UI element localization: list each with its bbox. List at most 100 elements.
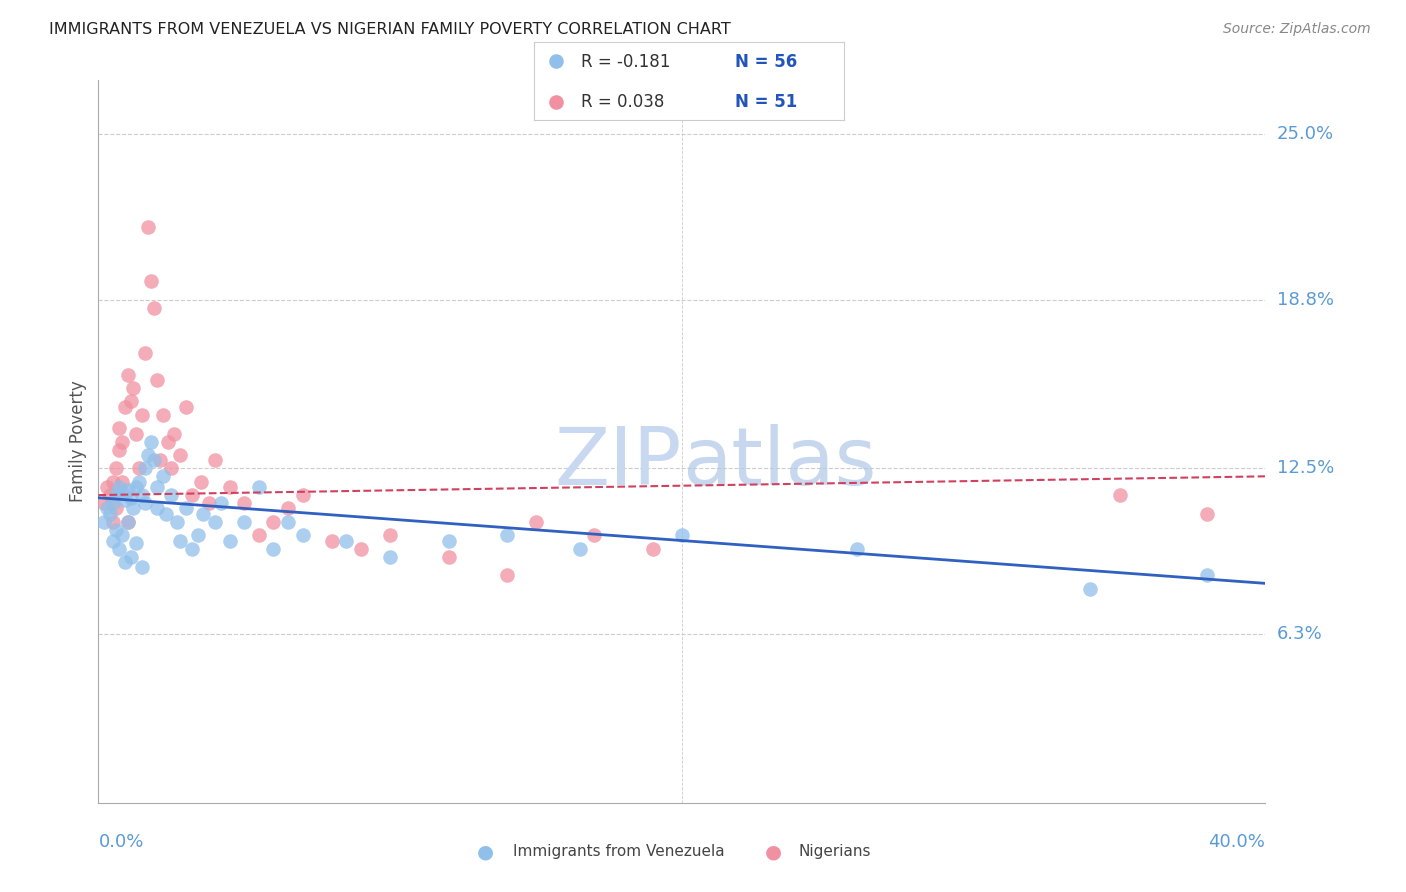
Point <box>125 426 148 441</box>
Point <box>93 496 115 510</box>
Text: N = 56: N = 56 <box>735 53 797 70</box>
Point <box>169 448 191 462</box>
Point <box>108 480 131 494</box>
Point <box>125 536 148 550</box>
Point <box>174 501 197 516</box>
Point <box>131 408 153 422</box>
Point <box>160 461 183 475</box>
Point <box>321 533 343 548</box>
Point <box>142 301 165 315</box>
Point <box>198 496 221 510</box>
Point <box>142 453 165 467</box>
Point <box>247 480 270 494</box>
Text: ●: ● <box>765 842 782 862</box>
Point <box>233 515 256 529</box>
Point <box>146 480 169 494</box>
Text: R = 0.038: R = 0.038 <box>581 93 664 111</box>
Text: 6.3%: 6.3% <box>1277 625 1322 643</box>
Point <box>111 475 134 489</box>
Point <box>139 434 162 449</box>
Point <box>846 541 869 556</box>
Point <box>1080 582 1102 596</box>
Point <box>496 528 519 542</box>
Point <box>108 421 131 435</box>
Point <box>277 515 299 529</box>
Point <box>117 368 139 382</box>
Point <box>117 515 139 529</box>
Point <box>134 346 156 360</box>
Text: atlas: atlas <box>682 425 876 502</box>
Point <box>149 453 172 467</box>
Point <box>96 480 118 494</box>
Point <box>218 480 240 494</box>
Point <box>671 528 693 542</box>
Point <box>169 533 191 548</box>
Point <box>155 507 177 521</box>
Text: Source: ZipAtlas.com: Source: ZipAtlas.com <box>1223 22 1371 37</box>
Point <box>335 533 357 548</box>
Text: 25.0%: 25.0% <box>1277 125 1334 143</box>
Point <box>437 533 460 548</box>
Point <box>209 496 232 510</box>
Text: 12.5%: 12.5% <box>1277 459 1334 477</box>
Text: R = -0.181: R = -0.181 <box>581 53 671 70</box>
Point <box>93 515 115 529</box>
Point <box>437 549 460 564</box>
Point <box>104 461 127 475</box>
Point <box>120 491 142 505</box>
Y-axis label: Family Poverty: Family Poverty <box>69 381 87 502</box>
Text: ●: ● <box>477 842 494 862</box>
Point <box>104 488 127 502</box>
Point <box>1195 568 1218 582</box>
Point <box>583 528 606 542</box>
Point <box>218 533 240 548</box>
Point <box>104 501 127 516</box>
Point <box>496 568 519 582</box>
Point <box>350 541 373 556</box>
Text: 0.0%: 0.0% <box>98 833 143 851</box>
Point <box>544 54 567 68</box>
Point <box>108 541 131 556</box>
Point <box>277 501 299 516</box>
Point <box>1195 507 1218 521</box>
Point <box>380 549 402 564</box>
Point <box>136 448 159 462</box>
Point <box>114 400 136 414</box>
Point <box>568 541 591 556</box>
Point <box>128 475 150 489</box>
Point <box>139 274 162 288</box>
Point <box>131 488 153 502</box>
Point <box>114 555 136 569</box>
Point <box>204 453 226 467</box>
Point <box>193 507 215 521</box>
Point <box>180 541 202 556</box>
Point <box>134 496 156 510</box>
Text: Immigrants from Venezuela: Immigrants from Venezuela <box>513 845 725 859</box>
Point <box>111 434 134 449</box>
Point <box>96 501 118 516</box>
Point <box>641 541 664 556</box>
Point <box>125 480 148 494</box>
Point <box>108 442 131 457</box>
Point <box>101 496 124 510</box>
Text: Nigerians: Nigerians <box>799 845 872 859</box>
Point <box>291 528 314 542</box>
Point <box>111 485 134 500</box>
Point <box>160 488 183 502</box>
Point <box>163 426 186 441</box>
Point <box>101 533 124 548</box>
Point <box>98 488 121 502</box>
Point <box>1108 488 1130 502</box>
Point <box>174 400 197 414</box>
Point <box>114 493 136 508</box>
Point <box>524 515 547 529</box>
Point <box>101 475 124 489</box>
Point <box>134 461 156 475</box>
Point <box>101 515 124 529</box>
Point <box>204 515 226 529</box>
Text: ZIP: ZIP <box>554 425 682 502</box>
Point <box>111 528 134 542</box>
Point <box>190 475 212 489</box>
Text: 18.8%: 18.8% <box>1277 291 1333 309</box>
Point <box>122 501 145 516</box>
